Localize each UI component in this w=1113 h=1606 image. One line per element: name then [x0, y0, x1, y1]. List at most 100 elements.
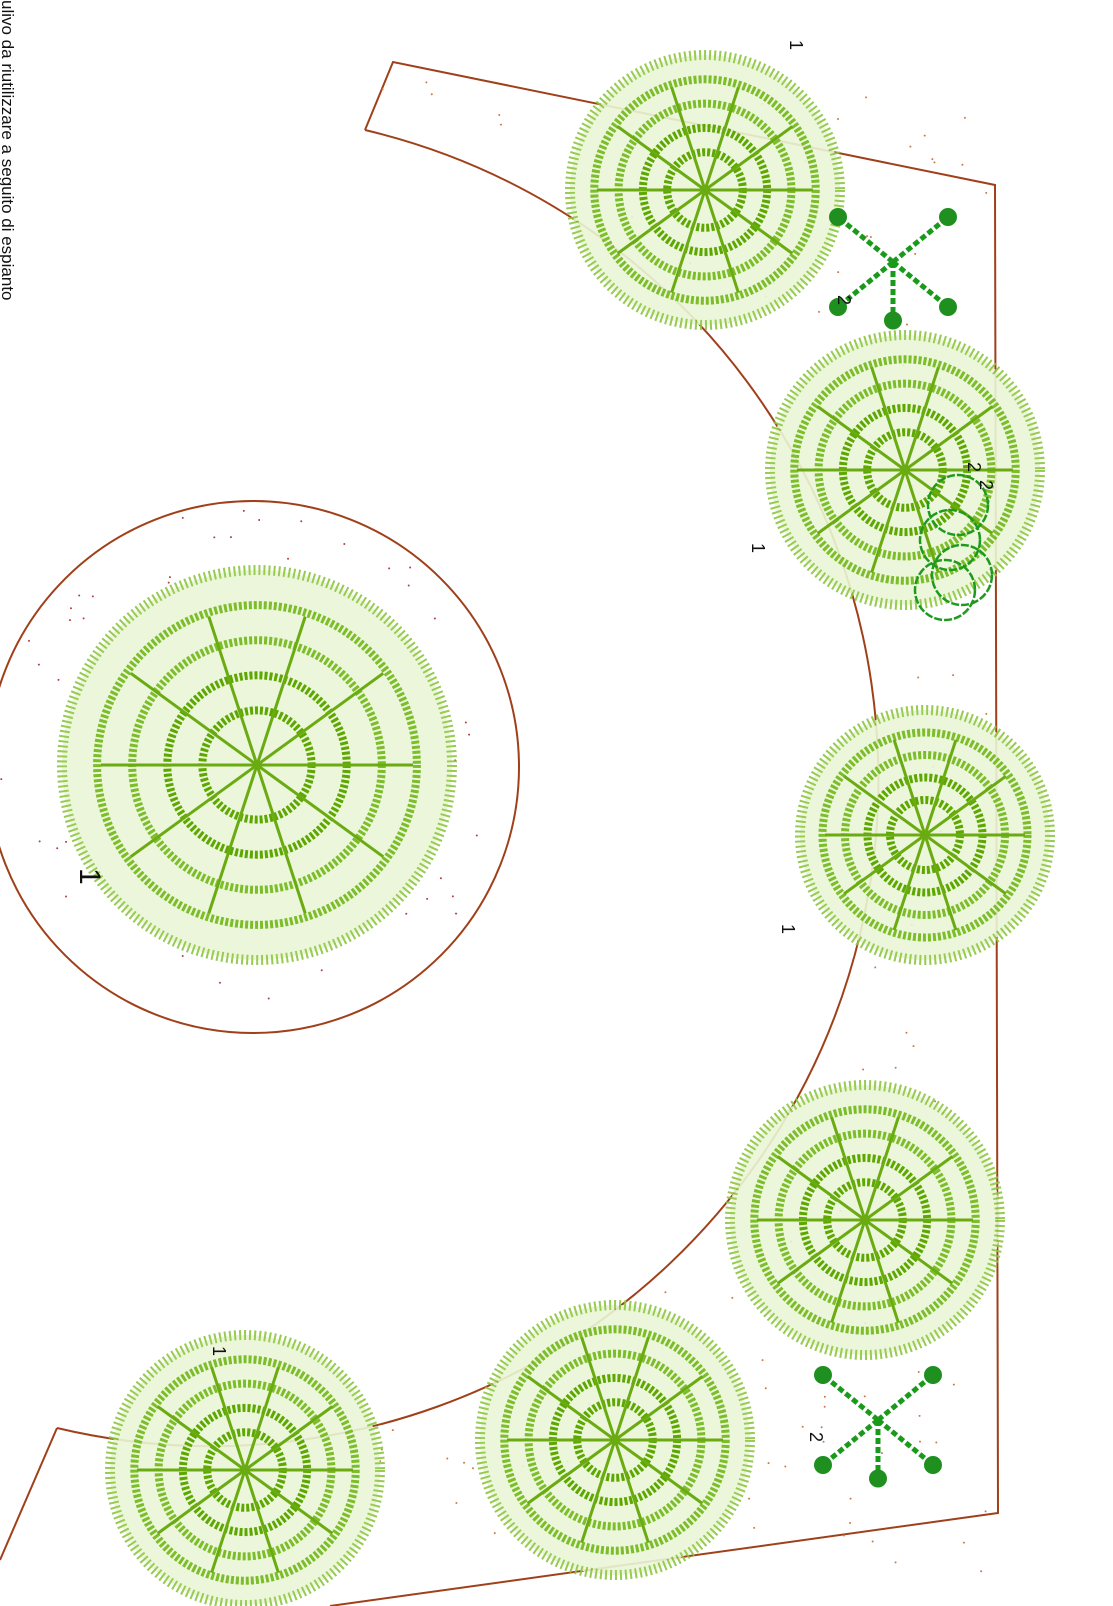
shrub-leaf	[869, 1469, 887, 1488]
dot	[464, 721, 467, 724]
note: ulivo da riutilizzare a seguito di espia…	[0, 0, 17, 301]
shrubs	[814, 208, 994, 1488]
branch	[923, 739, 958, 836]
dot	[748, 1497, 751, 1500]
dot	[320, 969, 323, 972]
branch	[703, 189, 740, 294]
dot	[300, 520, 303, 523]
canopy-ring	[500, 1325, 730, 1555]
branch	[904, 468, 994, 535]
dot	[869, 235, 872, 238]
canopy-ring	[790, 355, 1020, 585]
canopy-ring	[93, 601, 421, 929]
branch	[526, 1438, 616, 1505]
dot	[37, 663, 40, 666]
branch	[243, 1469, 280, 1574]
dot	[168, 576, 171, 579]
branch	[526, 1375, 616, 1442]
dot	[822, 1440, 825, 1443]
branch	[156, 1405, 246, 1472]
dot	[181, 955, 184, 958]
dot	[985, 712, 988, 715]
dot	[818, 310, 821, 313]
branch	[904, 405, 994, 472]
branch	[892, 739, 927, 836]
dot	[731, 1296, 734, 1299]
olive-tree	[725, 1080, 1005, 1360]
dot	[917, 676, 920, 679]
olive-tree	[795, 705, 1055, 965]
dot	[664, 1291, 667, 1294]
shrub-arm	[876, 1418, 935, 1467]
dot	[880, 1452, 883, 1455]
dot	[918, 1440, 921, 1443]
dot	[380, 1448, 383, 1451]
branch	[207, 616, 259, 766]
dot	[931, 158, 934, 161]
branch	[903, 366, 940, 471]
branch	[843, 775, 926, 837]
olive-tree	[765, 330, 1045, 610]
branch	[255, 616, 307, 766]
dot	[405, 912, 408, 915]
branch	[870, 469, 907, 574]
dot	[753, 1526, 756, 1529]
branch	[870, 366, 907, 471]
shrub-leaf	[814, 1456, 832, 1474]
shrub-leaf	[939, 208, 957, 226]
branch	[244, 1405, 334, 1472]
dot	[463, 1461, 466, 1464]
branch	[207, 764, 259, 914]
dot	[849, 1497, 852, 1500]
dot	[388, 567, 391, 570]
branch	[776, 1218, 866, 1285]
dot	[68, 619, 71, 622]
shrub-leaf	[884, 311, 902, 330]
dot	[57, 678, 60, 681]
plant-label: 1	[778, 924, 798, 934]
dot	[952, 674, 955, 677]
canopy-ring	[130, 1355, 360, 1585]
branch	[830, 1219, 867, 1324]
branch	[924, 833, 1007, 895]
dot	[167, 581, 170, 584]
dot	[91, 595, 94, 598]
branch	[892, 834, 927, 931]
dot	[980, 1570, 983, 1573]
branch	[210, 1469, 247, 1574]
dot	[823, 1405, 826, 1408]
canopy-ring	[590, 75, 820, 305]
dot	[914, 252, 917, 255]
branch	[129, 672, 258, 767]
dot	[468, 733, 471, 736]
dot	[865, 96, 868, 99]
dot	[455, 912, 458, 915]
branch	[580, 1336, 617, 1441]
branch	[129, 763, 258, 858]
dot	[471, 1467, 474, 1470]
olive-tree	[475, 1300, 755, 1580]
branch	[816, 405, 906, 472]
branch	[616, 125, 706, 192]
shrub-arm	[821, 1373, 880, 1422]
branch	[243, 1366, 280, 1471]
olive-tree	[105, 1330, 385, 1606]
dot	[866, 235, 869, 238]
dot	[430, 93, 433, 96]
branch	[864, 1155, 954, 1222]
dot	[849, 1522, 852, 1525]
dot	[874, 966, 877, 969]
bed-outline-left	[0, 1427, 58, 1561]
branch	[156, 1468, 246, 1535]
dot	[455, 1501, 458, 1504]
branch	[776, 1155, 866, 1222]
dot	[27, 639, 30, 642]
dot	[801, 1425, 804, 1428]
shrub	[814, 1366, 942, 1488]
branch	[704, 125, 794, 192]
dot	[837, 271, 840, 274]
dot	[934, 1100, 937, 1103]
branch	[923, 834, 958, 931]
dot	[439, 877, 442, 880]
